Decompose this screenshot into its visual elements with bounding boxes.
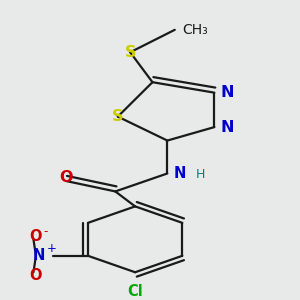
Text: O: O [59,170,73,185]
Text: O: O [30,268,42,283]
Text: O: O [30,229,42,244]
Text: -: - [44,225,48,238]
Text: +: + [47,242,57,255]
Text: S: S [124,45,136,60]
Text: H: H [196,169,206,182]
Text: Cl: Cl [127,284,143,299]
Text: N: N [220,120,234,135]
Text: N: N [173,166,186,181]
Text: N: N [220,85,234,100]
Text: N: N [32,248,45,263]
Text: S: S [112,109,124,124]
Text: CH₃: CH₃ [182,23,208,37]
